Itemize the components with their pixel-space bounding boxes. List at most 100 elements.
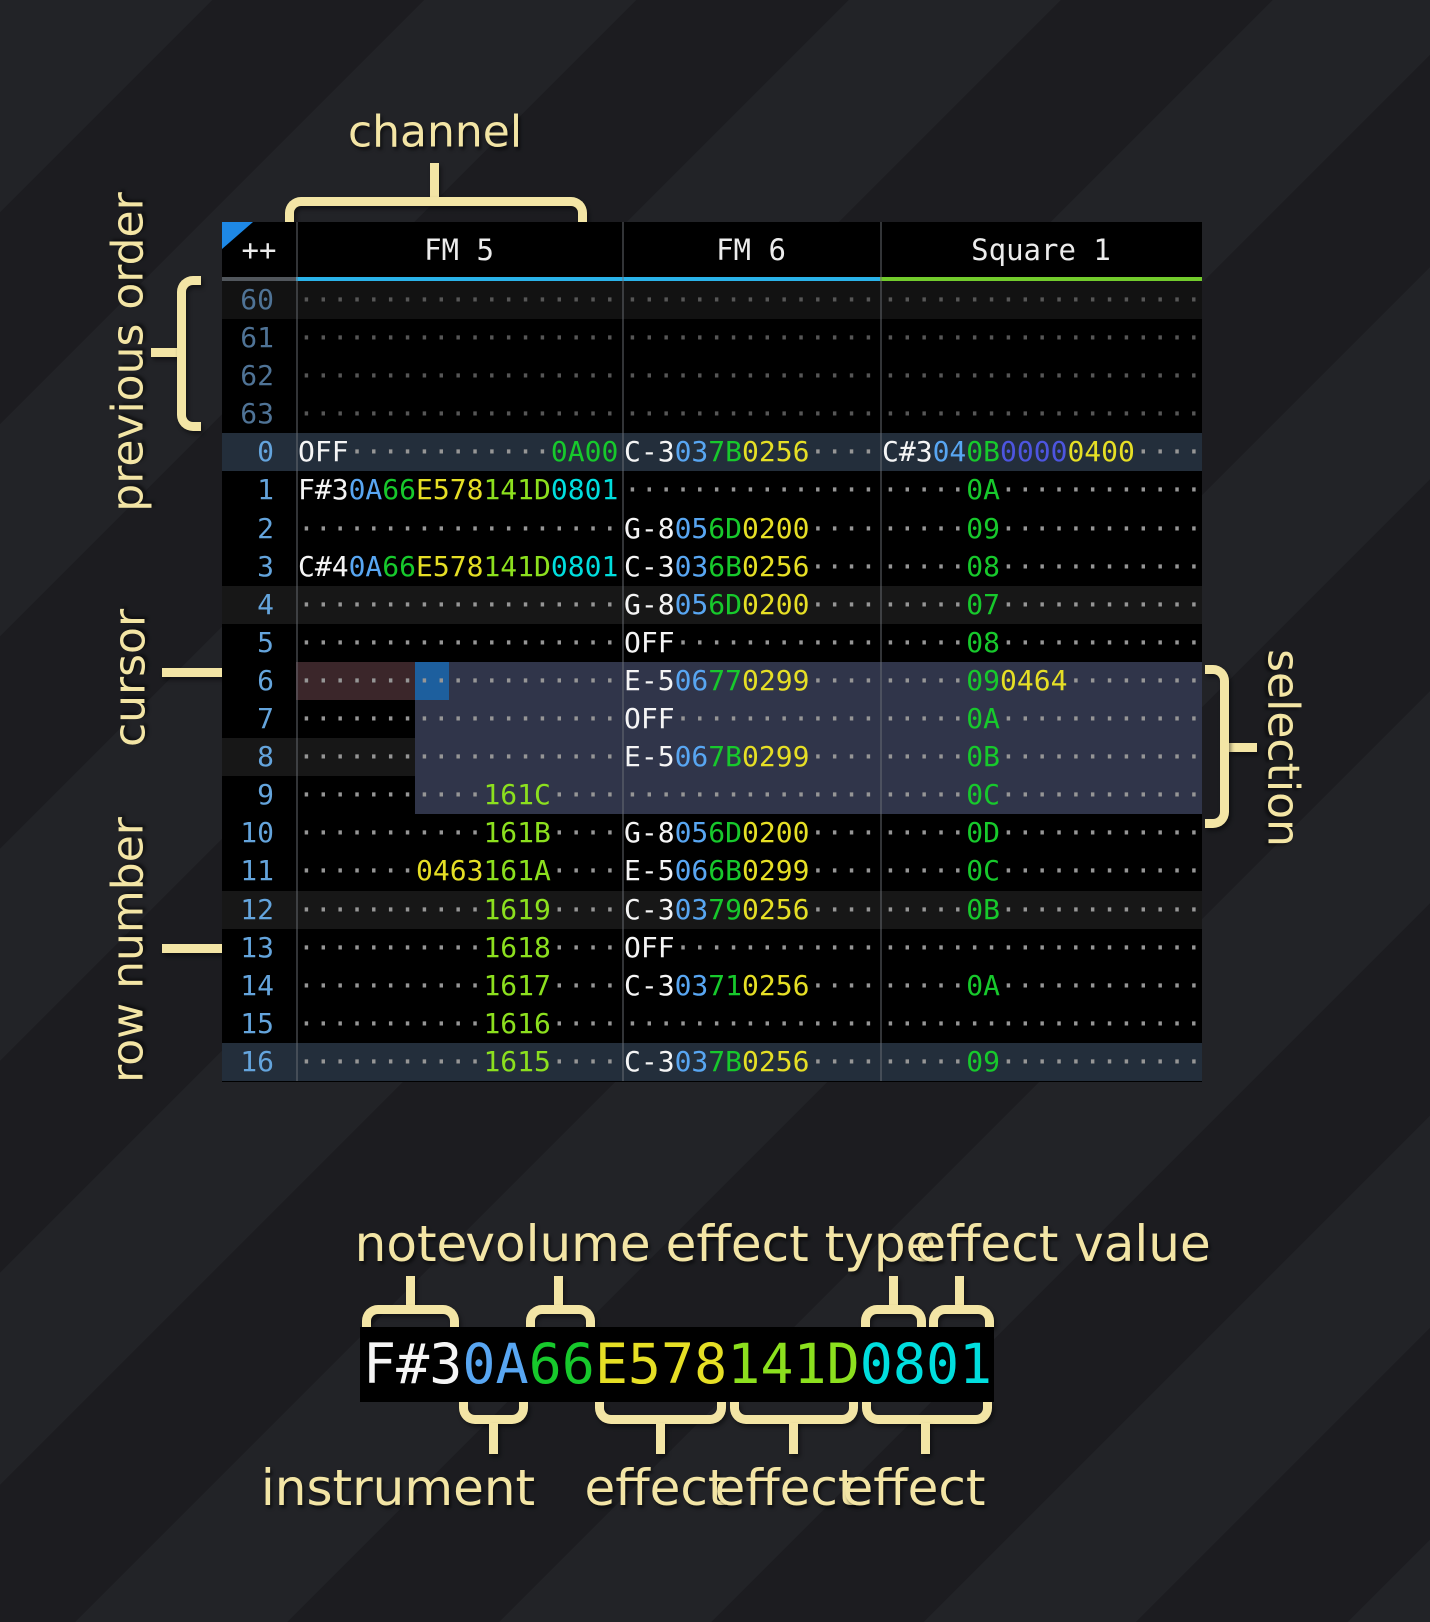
field-segment: 66	[382, 549, 417, 583]
pattern-row[interactable]: 13 ···········1618···· OFF············ ····…	[222, 929, 1202, 967]
channel-header[interactable]: Square 1	[880, 222, 1202, 277]
pattern-row[interactable]: 9 ···········161C···· ··············· ·····…	[222, 776, 1202, 815]
pattern-row[interactable]: 8 ··················· E-5067B0299···· ·····…	[222, 738, 1202, 777]
pattern-row[interactable]: 63 ··················· ··············· ····…	[222, 395, 1202, 433]
pattern-cell[interactable]: C-3036B0256····	[622, 548, 880, 586]
pattern-cell[interactable]: ···············	[622, 471, 880, 509]
pattern-row[interactable]: 4 ··················· G-8056D0200···· ·····…	[222, 585, 1202, 624]
pattern-cell[interactable]: G-8056D0200····	[622, 814, 880, 852]
pattern-row[interactable]: 12 ···········1619···· C-303790256···· ····…	[222, 890, 1202, 929]
pattern-row[interactable]: 61 ··················· ··············· ····…	[222, 319, 1202, 357]
pattern-cell[interactable]: ·····0A············	[880, 471, 1202, 509]
pattern-cell[interactable]: G-8056D0200····	[622, 586, 880, 624]
pattern-cell[interactable]: ···········1618····	[296, 929, 622, 967]
field-segment: ····	[550, 1044, 619, 1078]
field-segment: ···············	[624, 778, 877, 812]
pattern-row[interactable]: 3 C#40A66E578141D0801 C-3036B0256···· ·····…	[222, 548, 1202, 586]
column-divider	[880, 222, 882, 1081]
pattern-cell[interactable]: ·······0463161A····	[296, 852, 622, 890]
pattern-cell[interactable]: ·····0A············	[880, 700, 1202, 738]
pattern-cell[interactable]: C-3037B0256····	[622, 1043, 880, 1081]
channel-header[interactable]: FM 6	[622, 222, 880, 277]
pattern-cell[interactable]: OFF············0A00	[296, 433, 622, 471]
pattern-row[interactable]: 62 ··················· ··············· ····…	[222, 357, 1202, 395]
field-segment: ············	[1000, 587, 1202, 621]
pattern-cell[interactable]: ···················	[880, 1005, 1202, 1043]
pattern-cell[interactable]: ···············	[622, 357, 880, 395]
field-segment: ···············	[624, 359, 877, 393]
pattern-cell[interactable]: ···················	[880, 357, 1202, 395]
pattern-row[interactable]: 6 ··················· E-506770299···· ·····…	[222, 661, 1202, 701]
pattern-row[interactable]: 2 ··················· G-8056D0200···· ·····…	[222, 510, 1202, 548]
field-segment: 0C	[966, 778, 1001, 812]
pattern-cell[interactable]: ···········161B····	[296, 814, 622, 852]
pattern-row[interactable]: 0 OFF············0A00 C-3037B0256···· C#304…	[222, 433, 1202, 472]
pattern-cell[interactable]: G-8056D0200····	[622, 510, 880, 548]
pattern-cell[interactable]: ·····0C············	[880, 776, 1202, 814]
pattern-cell[interactable]: ···········1617····	[296, 967, 622, 1005]
pattern-cell[interactable]: ···········1619····	[296, 891, 622, 929]
pattern-cell[interactable]: E-5066B0299····	[622, 852, 880, 890]
pattern-cell[interactable]: ···················	[296, 281, 622, 319]
pattern-cell[interactable]: ···················	[296, 510, 622, 548]
pattern-cell[interactable]: C#3040B00000400····	[880, 433, 1202, 471]
pattern-cell[interactable]: ·····090464········	[880, 662, 1202, 700]
pattern-cell[interactable]: C-303710256····	[622, 967, 880, 1005]
add-order-button[interactable]: ++	[222, 222, 296, 277]
channel-header[interactable]: FM 5	[296, 222, 622, 277]
pattern-row[interactable]: 11 ·······0463161A···· E-5066B0299···· ····…	[222, 852, 1202, 890]
pattern-row[interactable]: 1 F#30A66E578141D0801 ··············· ·····…	[222, 471, 1202, 509]
pattern-cell[interactable]: ···················	[296, 738, 622, 776]
pattern-cell[interactable]: OFF············	[622, 624, 880, 662]
pattern-cell[interactable]: ·····08············	[880, 548, 1202, 586]
pattern-cell[interactable]: OFF············	[622, 929, 880, 967]
pattern-cell[interactable]: ···········161C····	[296, 776, 622, 814]
pattern-cell[interactable]: ···················	[296, 700, 622, 738]
pattern-cell[interactable]: ···············	[622, 319, 880, 357]
pattern-cell[interactable]: ···········1615····	[296, 1043, 622, 1081]
pattern-cell[interactable]: C-303790256····	[622, 891, 880, 929]
pattern-row[interactable]: 10 ···········161B···· G-8056D0200···· ····…	[222, 814, 1202, 852]
cursor[interactable]	[415, 661, 449, 701]
pattern-cell[interactable]: ·····09············	[880, 510, 1202, 548]
pattern-cell[interactable]: ···················	[296, 662, 622, 700]
pattern-cell[interactable]: ·····07············	[880, 586, 1202, 624]
field-segment: 0801	[859, 1332, 993, 1396]
pattern-row[interactable]: 7 ··················· OFF············ ·····…	[222, 700, 1202, 739]
pattern-cell[interactable]: ···················	[880, 395, 1202, 433]
pattern-cell[interactable]: ···················	[296, 395, 622, 433]
pattern-row[interactable]: 15 ···········1616···· ··············· ····…	[222, 1005, 1202, 1043]
pattern-cell[interactable]: ·····08············	[880, 624, 1202, 662]
pattern-row[interactable]: 5 ··················· OFF············ ·····…	[222, 624, 1202, 662]
pattern-cell[interactable]: ·····0A············	[880, 967, 1202, 1005]
pattern-cell[interactable]: ···············	[622, 1005, 880, 1043]
pattern-cell[interactable]: ·····0B············	[880, 891, 1202, 929]
pattern-cell[interactable]: ·····0D············	[880, 814, 1202, 852]
pattern-cell[interactable]: OFF············	[622, 700, 880, 738]
pattern-cell[interactable]: E-5067B0299····	[622, 738, 880, 776]
pattern-cell[interactable]: ···············	[622, 395, 880, 433]
pattern-cell[interactable]: F#30A66E578141D0801	[296, 471, 622, 509]
pattern-row[interactable]: 16 ···········1615···· C-3037B0256···· ····…	[222, 1042, 1202, 1081]
pattern-cell[interactable]: ·····0C············	[880, 852, 1202, 890]
pattern-cell[interactable]: ···················	[880, 281, 1202, 319]
pattern-cell[interactable]: ·····0B············	[880, 738, 1202, 776]
pattern-cell[interactable]: ···················	[296, 319, 622, 357]
pattern-cell[interactable]: ···················	[296, 624, 622, 662]
pattern-cell[interactable]: ···············	[622, 776, 880, 814]
pattern-cell[interactable]: C#40A66E578141D0801	[296, 548, 622, 586]
pattern-cell[interactable]: ···················	[880, 929, 1202, 967]
pattern-cell[interactable]: E-506770299····	[622, 662, 880, 700]
instrument-bracket	[459, 1402, 528, 1424]
pattern-cell[interactable]: ···········1616····	[296, 1005, 622, 1043]
pattern-cell[interactable]: ···················	[296, 357, 622, 395]
pattern-cell[interactable]: ···················	[296, 586, 622, 624]
pattern-row[interactable]: 14 ···········1617···· C-303710256···· ····…	[222, 967, 1202, 1005]
pattern-cell[interactable]: ···················	[880, 319, 1202, 357]
field-segment: 161B	[483, 816, 551, 850]
field-segment: 09	[966, 663, 1001, 697]
pattern-cell[interactable]: ·····09············	[880, 1043, 1202, 1081]
pattern-cell[interactable]: C-3037B0256····	[622, 433, 880, 471]
pattern-row[interactable]: 60 ··················· ··············· ····…	[222, 281, 1202, 320]
pattern-cell[interactable]: ···············	[622, 281, 880, 319]
